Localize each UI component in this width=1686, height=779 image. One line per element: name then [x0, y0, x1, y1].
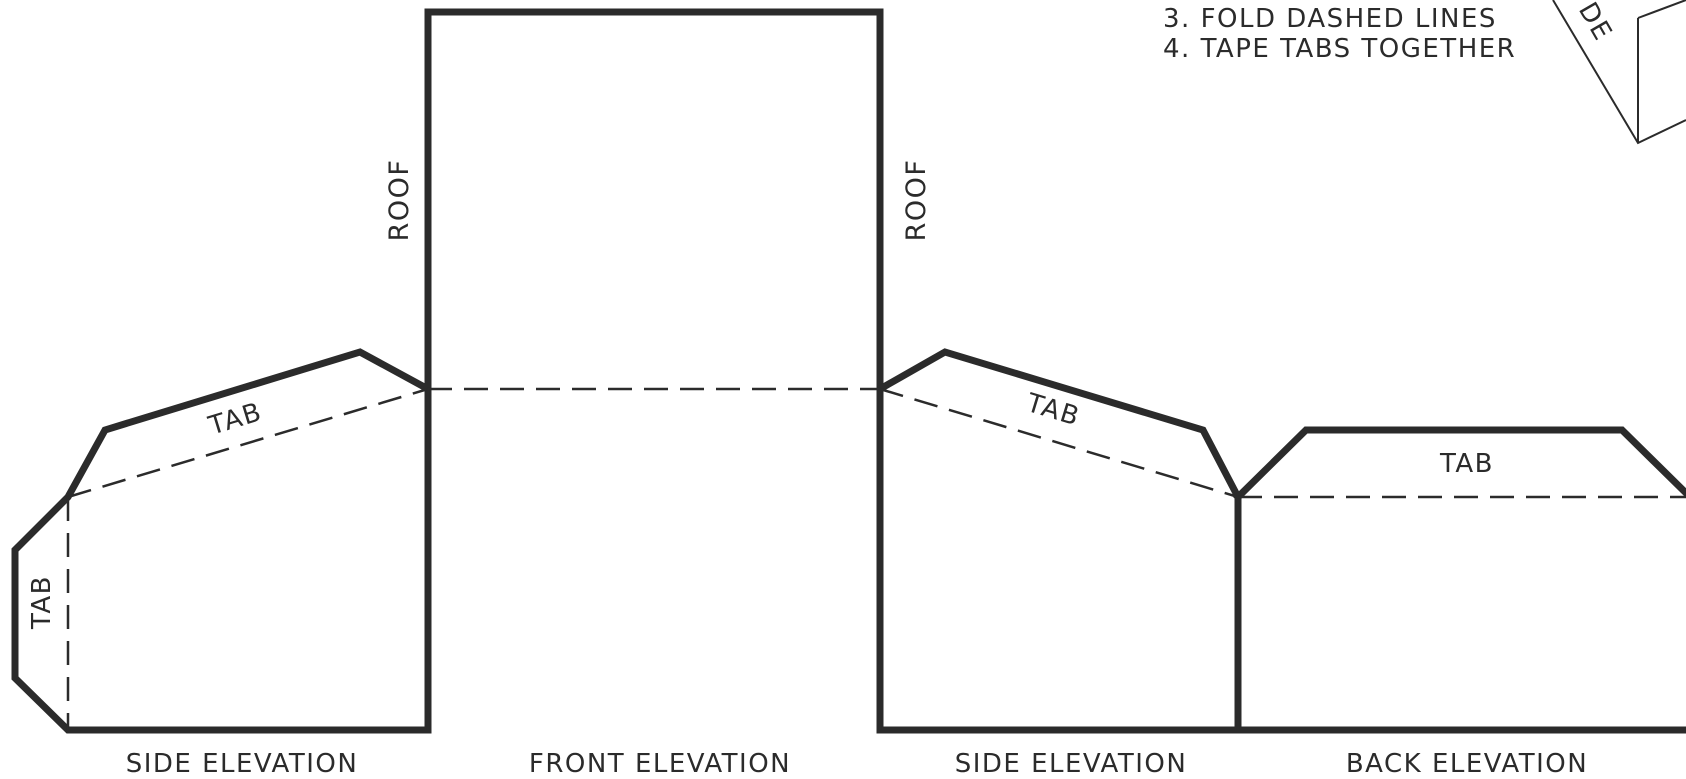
back-tab-outline [1233, 426, 1686, 502]
tab-label-left-roof: TAB [204, 397, 265, 442]
instruction-step-3: 3. FOLD DASHED LINES [1163, 4, 1497, 34]
tab-label-left-side: TAB [27, 575, 57, 630]
back-elevation-label: BACK ELEVATION [1346, 749, 1588, 775]
front-elevation-label: FRONT ELEVATION [529, 749, 791, 775]
house-3d-sketch-label: DE [1572, 0, 1618, 47]
fold-line-right-roof-tab [879, 387, 1239, 499]
roof-panel-outline [424, 8, 884, 393]
roof-label-right: ROOF [901, 159, 932, 242]
fold-line-left-roof-tab [67, 387, 429, 499]
house-3d-sketch: DE [1552, 0, 1686, 145]
side-elevation-label-right: SIDE ELEVATION [955, 749, 1188, 775]
instruction-step-4: 4. TAPE TABS TOGETHER [1163, 34, 1516, 64]
side-elevation-label-left: SIDE ELEVATION [126, 749, 359, 775]
tab-label-back: TAB [1439, 449, 1494, 479]
roof-label-left: ROOF [384, 159, 415, 242]
